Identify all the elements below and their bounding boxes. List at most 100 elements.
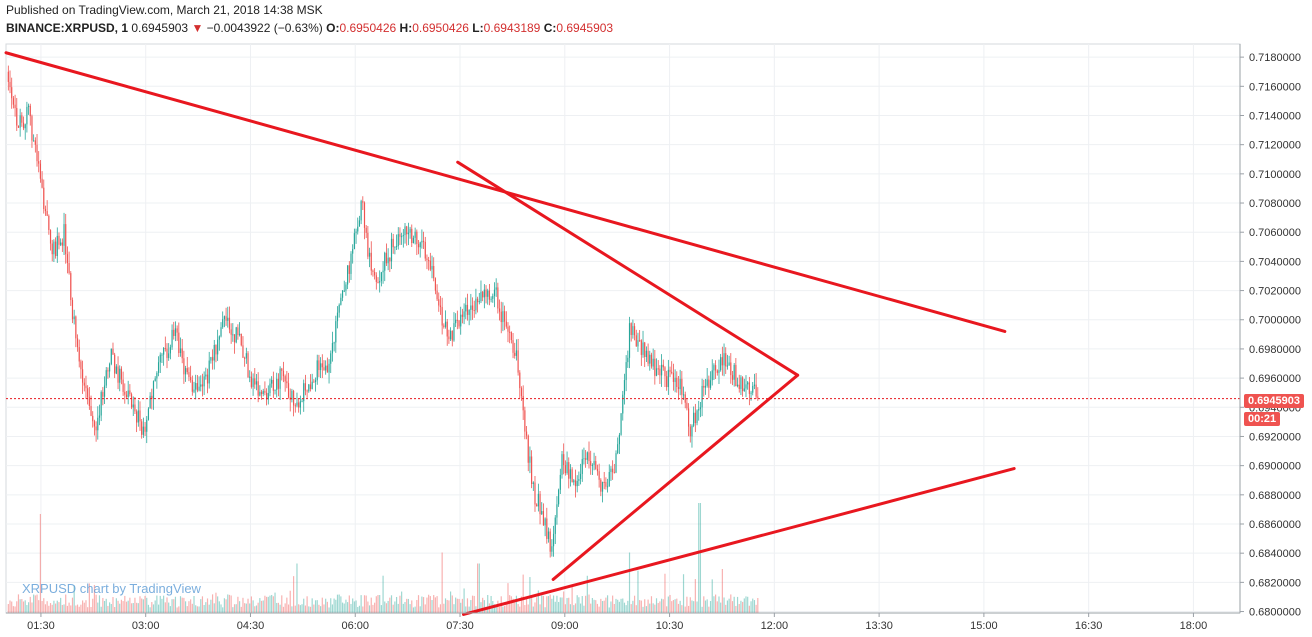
candle-body [340, 297, 342, 305]
candle-body [492, 295, 494, 299]
candle-body [294, 405, 296, 407]
candle-body [735, 364, 737, 387]
candle-body [333, 342, 335, 344]
volume-bar [291, 606, 293, 613]
candle-body [743, 388, 745, 392]
candle-body [230, 329, 232, 335]
volume-bar [61, 604, 63, 613]
volume-bar [279, 604, 281, 613]
volume-bar [633, 595, 636, 613]
candle-body [750, 392, 752, 394]
volume-bar [313, 604, 315, 613]
volume-bar [215, 592, 217, 613]
time-axis[interactable]: 01:30 03:00 04:30 06:00 07:30 09:00 10:30 12:00… [6, 612, 1240, 632]
candle-body [266, 392, 268, 400]
price-tick-label: 0.6860000 [1249, 519, 1301, 531]
volume-bar [73, 585, 75, 613]
volume-bar [38, 600, 40, 613]
volume-bar [345, 599, 347, 613]
volume-bar [195, 605, 197, 613]
volume-bar [573, 605, 575, 613]
candle-body [36, 144, 38, 162]
volume-bar [453, 604, 455, 613]
candle-body [71, 300, 74, 320]
candle-body [531, 456, 533, 484]
candle-body [336, 312, 339, 322]
volume-bar [372, 604, 374, 613]
candle-body [522, 395, 524, 411]
candle-body [119, 368, 121, 383]
candle-body [495, 287, 497, 290]
volume-bar [281, 595, 283, 613]
volume-bar [262, 600, 264, 613]
candle-body [519, 372, 521, 389]
volume-bar [541, 595, 543, 613]
volume-bar [718, 596, 720, 613]
candle-body [544, 518, 546, 526]
price-tick-label: 0.6920000 [1249, 431, 1301, 443]
volume-bar [211, 594, 214, 613]
candle-body [605, 481, 607, 487]
candle-body [586, 452, 588, 460]
volume-bar [471, 595, 474, 613]
volume-bar [151, 602, 153, 613]
candle-body [85, 385, 87, 389]
volume-bar [41, 601, 43, 613]
volume-bar [608, 607, 610, 613]
candle-body [217, 339, 219, 355]
volume-bar [200, 599, 202, 613]
candle-body [682, 394, 685, 396]
candle-body [276, 378, 278, 390]
trendlines[interactable] [4, 51, 1016, 616]
tradingview-watermark[interactable]: XRPUSD chart by TradingView [22, 581, 201, 596]
candle-body [677, 386, 680, 390]
volume-bar [676, 598, 678, 613]
candle-body [213, 344, 215, 361]
volume-bar [157, 604, 160, 613]
volume-bar [745, 596, 747, 613]
volume-bar [723, 597, 725, 613]
candle-body [279, 368, 281, 389]
volume-bar [318, 604, 320, 613]
volume-bar [591, 597, 593, 613]
volume-bar [421, 596, 423, 613]
volume-bar [320, 606, 322, 613]
volume-bar [335, 599, 337, 613]
candle-body [257, 381, 259, 396]
candle-body [286, 381, 288, 384]
volume-bar [623, 602, 626, 613]
candle-body [471, 305, 474, 310]
volume-bar [22, 601, 25, 613]
candle-body [105, 370, 107, 386]
candle-body [164, 347, 166, 349]
candle-body [536, 504, 538, 507]
candle-body [368, 252, 371, 257]
candle-body [568, 462, 570, 479]
candle-body [365, 227, 367, 233]
volume-bar [752, 598, 754, 613]
candle-body [736, 384, 739, 387]
volume-bar [733, 596, 735, 613]
candle-body [93, 421, 96, 427]
volume-bar [564, 604, 566, 613]
volume-bar [360, 595, 362, 613]
candle-body [748, 382, 750, 394]
volume-bar [529, 577, 531, 613]
candle-body [186, 368, 188, 373]
time-tick-label: 06:00 [341, 620, 369, 632]
volume-bar [232, 607, 234, 613]
candle-body [195, 383, 197, 390]
volume-bar [348, 595, 350, 613]
candle-body [362, 201, 364, 203]
symbol-label[interactable]: BINANCE:XRPUSD, 1 [6, 21, 129, 35]
volume-bar [198, 606, 200, 613]
price-axis[interactable]: 0.7180000 0.7160000 0.7140000 0.7120000 0.71… [1239, 44, 1301, 619]
candle-body [709, 380, 712, 388]
candle-body [595, 461, 597, 469]
volume-bar [213, 603, 215, 613]
candle-body [129, 390, 131, 395]
volume-bar [257, 602, 259, 613]
candle-body [422, 240, 425, 242]
candle-body [262, 390, 264, 395]
